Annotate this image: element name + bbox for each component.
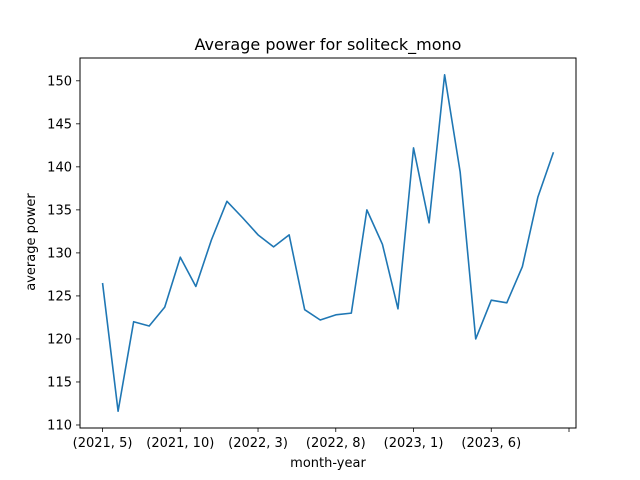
plot-frame	[79, 57, 577, 429]
chart-title: Average power for soliteck_mono	[195, 35, 462, 55]
x-tick-label: (2023, 6)	[461, 436, 521, 451]
y-tick-label: 135	[47, 203, 72, 218]
x-axis-title: month-year	[290, 456, 366, 471]
x-tick-label: (2022, 3)	[228, 436, 288, 451]
y-tick-label: 130	[47, 246, 72, 261]
x-tick-label: (2023, 1)	[384, 436, 444, 451]
y-tick-label: 110	[47, 418, 72, 433]
y-tick-label: 125	[47, 289, 72, 304]
y-tick-label: 150	[47, 74, 72, 89]
series-group	[101, 73, 555, 413]
x-tick-label: (2021, 5)	[73, 436, 133, 451]
x-tick-label: (2021, 10)	[146, 436, 214, 451]
series-line	[101, 73, 555, 413]
x-tick-label: (2022, 8)	[306, 436, 366, 451]
y-axis-title: average power	[24, 193, 39, 291]
axes-ticks: 110 115 120 125 130 135 140 145 150 (2021, 5) (202…	[47, 74, 570, 451]
y-tick-label: 120	[47, 332, 72, 347]
y-tick-label: 115	[47, 375, 72, 390]
y-tick-label: 140	[47, 160, 72, 175]
y-tick-label: 145	[47, 117, 72, 132]
